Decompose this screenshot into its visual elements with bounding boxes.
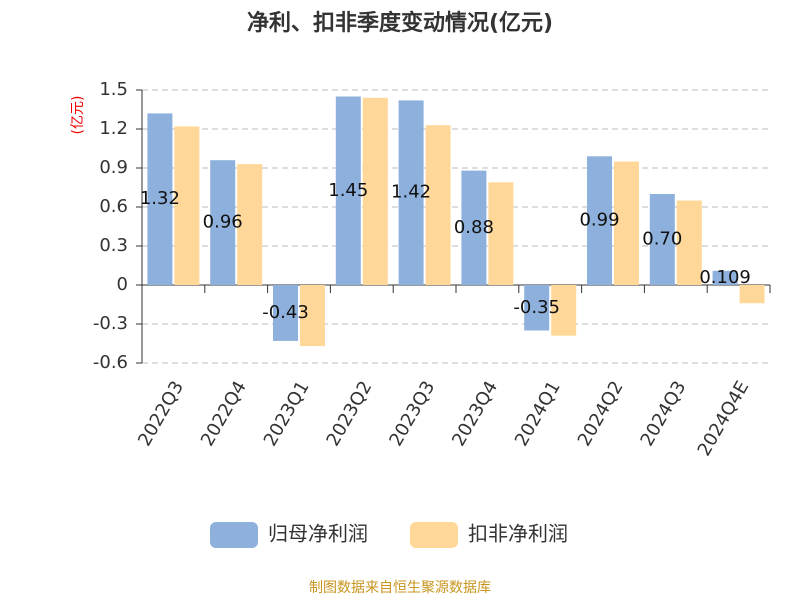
bar [739,285,765,304]
bar [712,270,738,285]
y-tick-label: -0.6 [93,352,128,373]
data-label: 0.109 [699,267,751,288]
source-note: 制图数据来自恒生聚源数据库 [309,580,491,596]
data-label: 0.99 [579,210,619,231]
bar [461,170,487,285]
bar [488,182,514,285]
x-tick-label: 2024Q4E [694,378,754,460]
bar [649,194,675,285]
bar [398,100,424,286]
legend-swatch [210,522,258,548]
data-label: 1.32 [140,188,180,209]
x-tick-label: 2023Q1 [260,378,314,450]
data-label: 1.42 [391,182,431,203]
bar [524,285,550,331]
y-tick-label: 0.9 [99,157,128,178]
bar [273,285,298,341]
bar [300,285,325,347]
data-label: 0.70 [642,229,682,250]
bar [551,285,577,336]
bar [237,164,263,285]
bar [362,97,388,285]
data-label: 0.96 [203,212,243,233]
x-tick-label: 2022Q4 [197,378,251,450]
x-tick-label: 2023Q2 [323,378,377,450]
legend-label: 归母净利润 [268,522,368,546]
data-label: 1.45 [328,180,368,201]
y-tick-label: 0 [117,274,128,295]
legend-label: 扣非净利润 [468,522,568,546]
x-tick-label: 2024Q1 [511,378,565,450]
y-tick-label: 1.5 [99,79,128,100]
bar [147,113,173,286]
legend-swatch [410,522,458,548]
x-tick-label: 2023Q4 [448,378,502,450]
data-label: -0.43 [262,302,309,323]
y-tick-label: -0.3 [93,313,128,334]
bar [335,96,361,285]
data-label: 0.88 [454,217,494,238]
chart-title: 净利、扣非季度变动情况(亿元) [247,10,553,36]
bar [676,200,702,285]
bar [210,160,236,285]
bar [587,156,612,285]
y-axis-label: (亿元) [70,96,86,135]
data-label: -0.35 [513,297,560,318]
y-tick-label: 0.3 [99,235,128,256]
bar [425,125,451,285]
bar [174,126,200,286]
x-tick-label: 2024Q3 [637,378,691,450]
x-tick-label: 2023Q3 [385,378,439,450]
x-tick-label: 2022Q3 [134,378,188,450]
x-tick-label: 2024Q2 [574,378,628,450]
y-tick-label: 1.2 [99,118,128,139]
bar [614,161,639,285]
y-tick-label: 0.6 [99,196,128,217]
